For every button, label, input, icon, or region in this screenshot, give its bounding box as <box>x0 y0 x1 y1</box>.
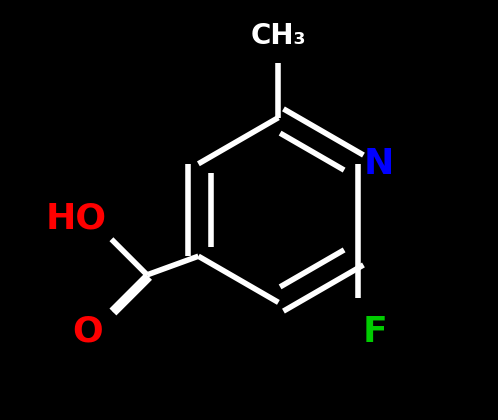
Text: O: O <box>72 315 103 349</box>
Text: HO: HO <box>46 201 107 235</box>
Text: CH₃: CH₃ <box>250 22 306 50</box>
Text: F: F <box>363 315 387 349</box>
Text: N: N <box>364 147 394 181</box>
